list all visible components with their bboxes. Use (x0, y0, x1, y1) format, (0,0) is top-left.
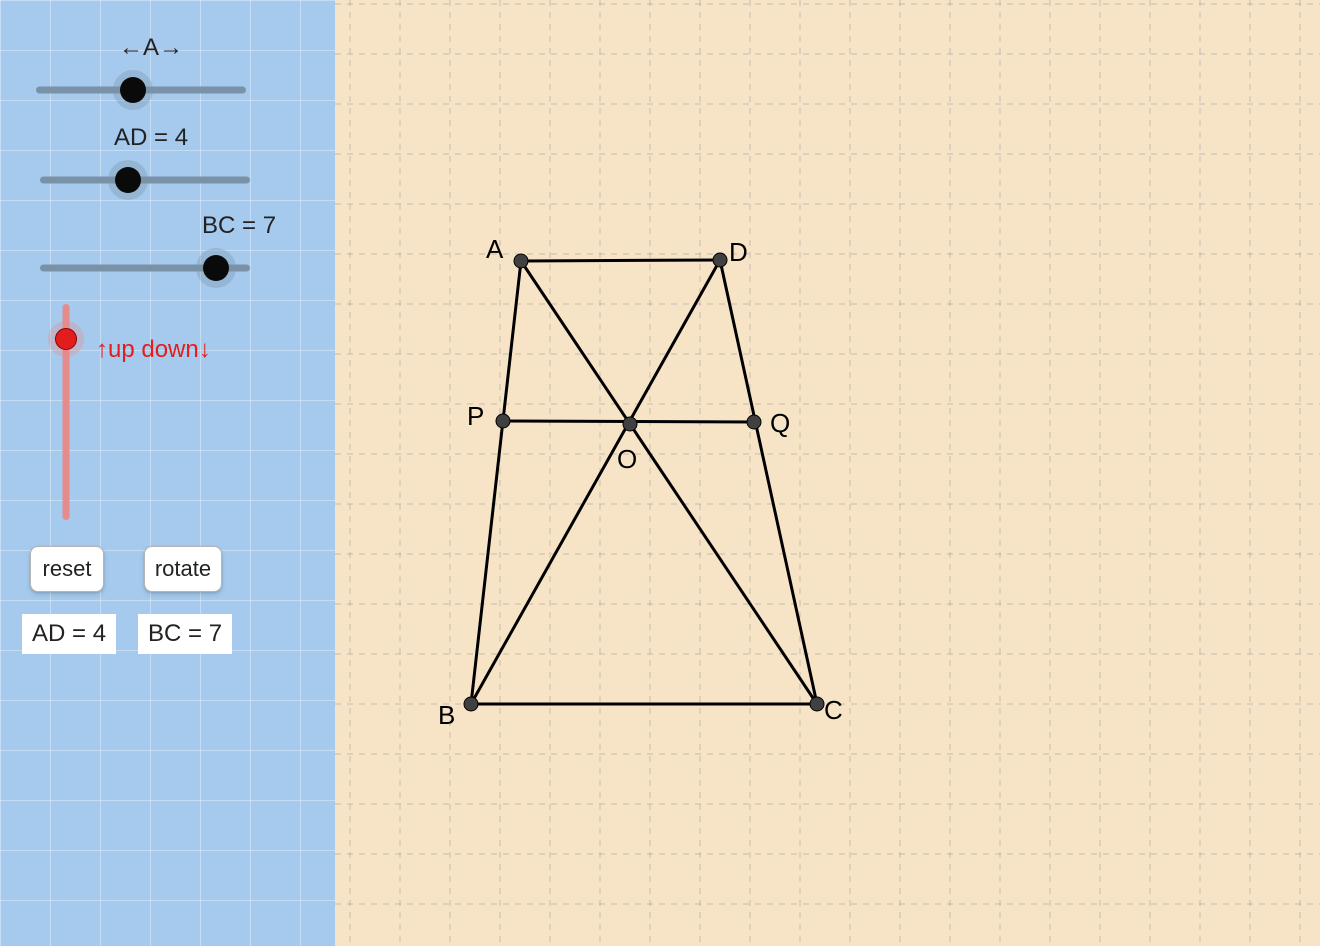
slider-bc-label: BC = 7 (202, 212, 276, 240)
geometry-svg (335, 0, 1320, 946)
rotate-button[interactable]: rotate (144, 546, 222, 592)
segment-BD (471, 260, 720, 704)
point-C[interactable] (810, 697, 824, 711)
controls-sidebar: ←A→ AD = 4 BC = 7 ↑up down↓ reset rotate… (0, 0, 335, 946)
point-D[interactable] (713, 253, 727, 267)
point-B[interactable] (464, 697, 478, 711)
readout-ad: AD = 4 (22, 614, 116, 654)
point-P[interactable] (496, 414, 510, 428)
slider-updown-label: ↑up down↓ (96, 336, 211, 364)
slider-ad-label: AD = 4 (114, 124, 188, 152)
slider-updown[interactable] (52, 304, 80, 520)
segment-DC (720, 260, 817, 704)
reset-button[interactable]: reset (30, 546, 104, 592)
slider-bc-thumb[interactable] (203, 255, 229, 281)
readout-bc: BC = 7 (138, 614, 232, 654)
slider-updown-thumb[interactable] (55, 328, 77, 350)
slider-ad-thumb[interactable] (115, 167, 141, 193)
label-D: D (729, 237, 748, 268)
point-O[interactable] (623, 417, 637, 431)
point-Q[interactable] (747, 415, 761, 429)
grid (335, 0, 1320, 946)
label-P: P (467, 401, 484, 432)
segment-BA (471, 261, 521, 704)
slider-a-label: ←A→ (119, 34, 183, 62)
label-O: O (617, 444, 637, 475)
slider-a[interactable] (36, 76, 246, 104)
point-A[interactable] (514, 254, 528, 268)
label-C: C (824, 695, 843, 726)
label-B: B (438, 700, 455, 731)
label-Q: Q (770, 408, 790, 439)
label-A: A (486, 234, 503, 265)
slider-bc[interactable] (40, 254, 250, 282)
slider-ad[interactable] (40, 166, 250, 194)
slider-a-thumb[interactable] (120, 77, 146, 103)
segment-AD (521, 260, 720, 261)
segment-AC (521, 261, 817, 704)
geometry-canvas[interactable]: A D P Q O B C (335, 0, 1320, 946)
